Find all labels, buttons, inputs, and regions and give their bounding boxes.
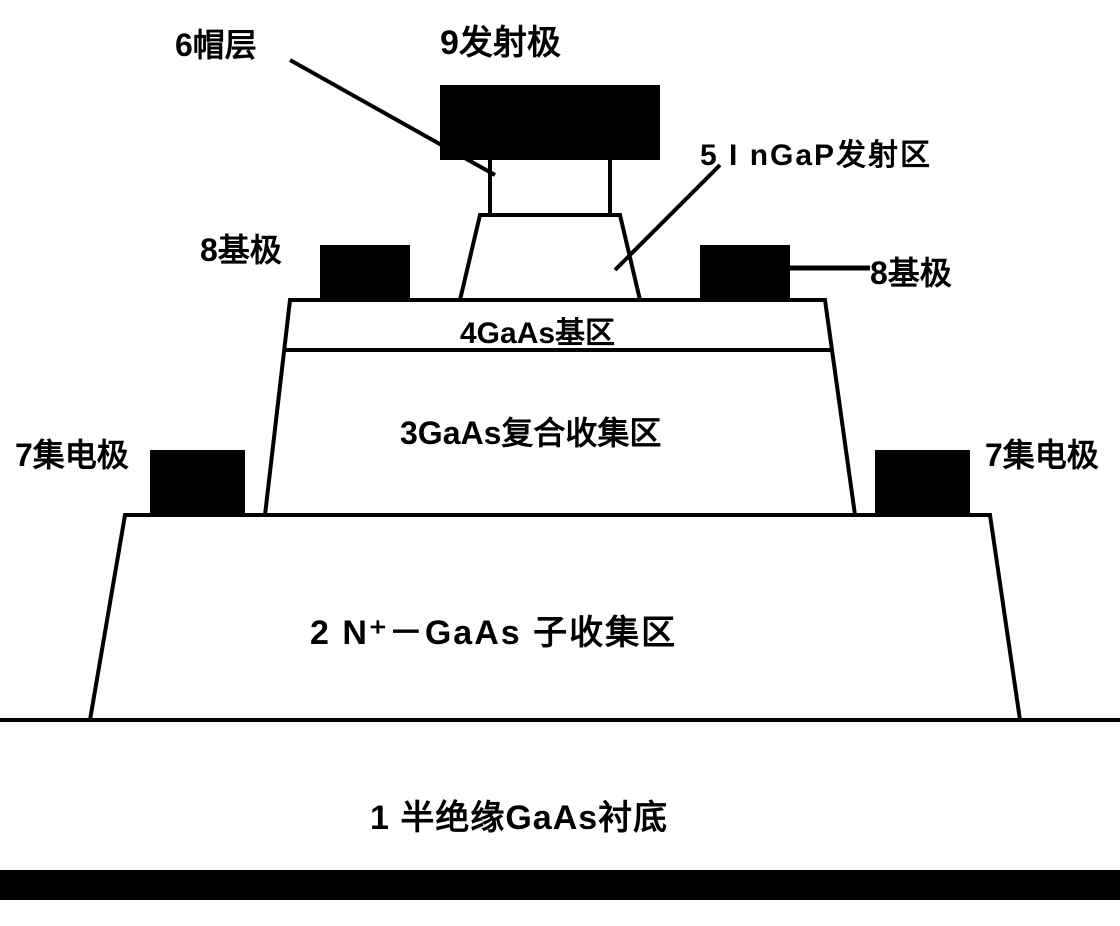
label-emitter-electrode: 9发射极 (440, 15, 561, 64)
emitter-mesa-shape (460, 215, 640, 300)
label-collector-right: 7集电极 (985, 430, 1099, 476)
label-base-left: 8基极 (200, 225, 282, 271)
label-base-right: 8基极 (870, 248, 952, 294)
label-substrate: 1 半绝缘GaAs衬底 (370, 790, 668, 839)
label-gaas-base: 4GaAs基区 (460, 308, 615, 352)
base-electrode-right-shape (700, 245, 790, 300)
substrate-bottom-bar (0, 870, 1120, 900)
collector-electrode-left-shape (150, 450, 245, 515)
label-collector-composite: 3GaAs复合收集区 (400, 408, 661, 454)
label-sub-collector: 2 N⁺－GaAs 子收集区 (310, 605, 677, 654)
label-collector-left: 7集电极 (15, 430, 129, 476)
label-cap-layer: 6帽层 (175, 20, 257, 66)
emitter-electrode-shape (440, 85, 660, 160)
label-ingap-emitter: 5 I nGaP发射区 (700, 130, 932, 174)
base-electrode-left-shape (320, 245, 410, 300)
collector-electrode-right-shape (875, 450, 970, 515)
